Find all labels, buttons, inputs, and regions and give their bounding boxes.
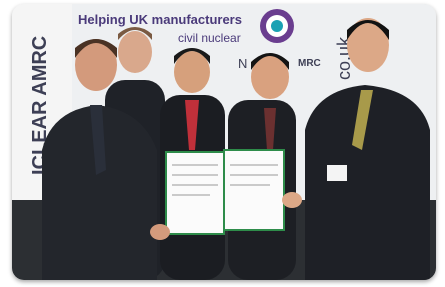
badge [327, 165, 347, 181]
page: ICLEAR AMRC Helping UK manufacturers civ… [0, 0, 445, 287]
photo-card: ICLEAR AMRC Helping UK manufacturers civ… [0, 0, 445, 287]
headline: Helping UK manufacturers [78, 12, 242, 27]
logo-right: MRC [298, 58, 321, 69]
logo-core [271, 20, 283, 32]
photo: ICLEAR AMRC Helping UK manufacturers civ… [12, 4, 436, 280]
hand [150, 224, 170, 240]
hand [282, 192, 302, 208]
logo-left: N [238, 56, 247, 71]
person-head [118, 31, 152, 73]
subline: civil nuclear [178, 31, 241, 45]
document-left [166, 152, 224, 234]
document-right [224, 150, 284, 230]
